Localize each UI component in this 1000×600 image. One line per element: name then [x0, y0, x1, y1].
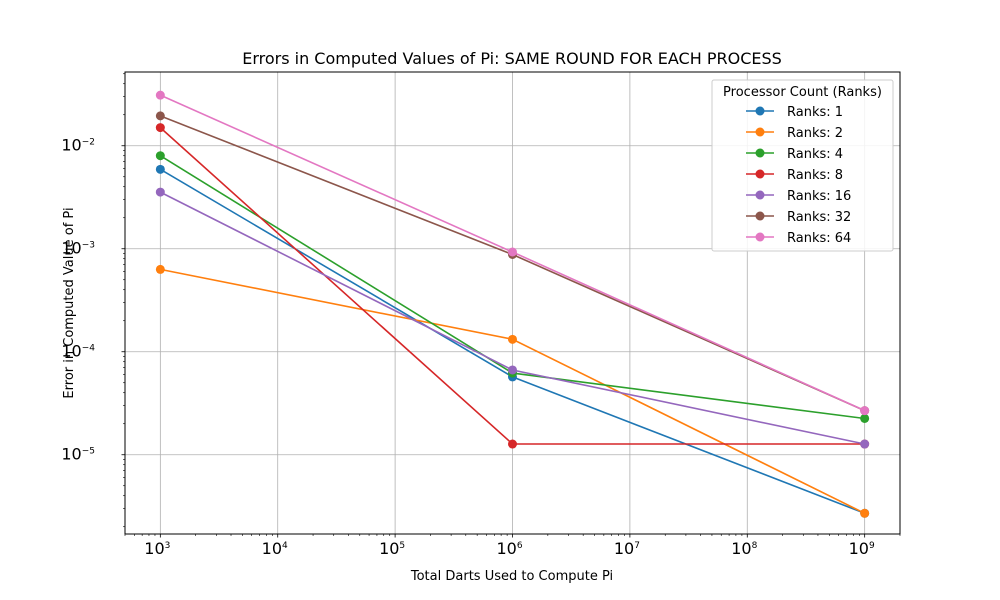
data-point: [860, 439, 870, 449]
legend-entry-label: Ranks: 8: [787, 168, 843, 183]
series-ranks-2: [155, 264, 870, 518]
x-axis-label: Total Darts Used to Compute Pi: [410, 569, 613, 584]
x-axis-ticks: 103 104 105 106 107 108 109: [124, 534, 901, 558]
legend-entry-label: Ranks: 32: [787, 210, 851, 225]
x-tick-label: 108: [731, 539, 757, 558]
legend-entry-label: Ranks: 16: [787, 189, 851, 204]
x-tick-label: 109: [849, 539, 875, 558]
legend-swatch-marker: [755, 169, 765, 179]
legend-entry-label: Ranks: 2: [787, 126, 843, 141]
legend-entry-label: Ranks: 4: [787, 147, 843, 162]
legend-entry-label: Ranks: 64: [787, 231, 851, 246]
legend-swatch-marker: [755, 232, 765, 242]
y-axis-label: Error in Computed Value of Pi: [62, 207, 77, 398]
x-tick-label: 107: [614, 539, 640, 558]
legend-swatch-marker: [755, 211, 765, 221]
data-point: [155, 111, 165, 121]
legend-entry-label: Ranks: 1: [787, 105, 843, 120]
y-tick-label: 10−2: [61, 136, 95, 155]
x-tick-label: 105: [379, 539, 405, 558]
series-ranks-16: [155, 187, 870, 449]
data-point: [155, 187, 165, 197]
data-point: [508, 439, 517, 449]
data-point: [860, 406, 870, 416]
data-point: [155, 90, 165, 100]
data-point: [860, 508, 870, 518]
legend-swatch-marker: [755, 127, 765, 137]
data-point: [508, 247, 517, 257]
chart-title: Errors in Computed Values of Pi: SAME RO…: [242, 49, 782, 68]
data-point: [155, 123, 165, 133]
y-tick-label: 10−5: [61, 445, 95, 464]
legend-title: Processor Count (Ranks): [723, 85, 882, 100]
legend-swatch-marker: [755, 190, 765, 200]
x-tick-label: 103: [144, 539, 170, 558]
data-point: [860, 413, 870, 423]
data-point: [508, 365, 517, 375]
data-point: [155, 164, 165, 174]
x-tick-label: 106: [496, 539, 522, 558]
series-ranks-64: [155, 90, 870, 416]
legend-swatch-marker: [755, 148, 765, 158]
legend-box: [711, 79, 894, 252]
legend: Processor Count (Ranks) Ranks: 1 Ranks: 2 R…: [711, 79, 894, 252]
legend-swatch-marker: [755, 106, 765, 116]
data-point: [155, 151, 165, 161]
data-point: [155, 264, 165, 274]
series-lines: [155, 90, 870, 518]
data-point: [508, 334, 517, 344]
x-tick-label: 104: [262, 539, 288, 558]
